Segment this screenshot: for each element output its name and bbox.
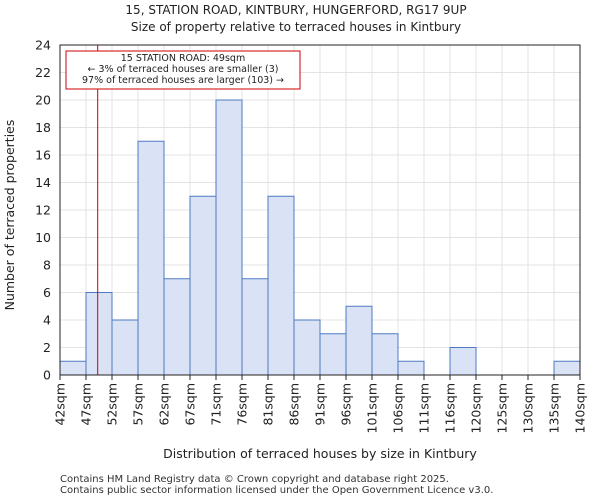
- y-tick-label: 20: [35, 93, 51, 108]
- bar-47sqm: [85, 292, 113, 376]
- plot-frame: [59, 44, 581, 376]
- x-ticks: 42sqm 47sqm 52sqm 57sqm 62sqm 67sqm 71sqm 76sqm…: [53, 375, 588, 433]
- x-tick-label: 140sqm: [573, 383, 588, 433]
- bar-101sqm: [371, 333, 399, 376]
- x-tick-label: 130sqm: [521, 383, 536, 433]
- bar-96sqm: [345, 305, 373, 376]
- footer-licence: Contains public sector information licen…: [60, 485, 494, 496]
- annotation-smaller: ← 3% of terraced houses are smaller (3): [88, 64, 279, 75]
- bar-91sqm: [319, 333, 347, 376]
- x-tick-label: 47sqm: [79, 383, 94, 426]
- x-tick-label: 52sqm: [105, 383, 120, 426]
- x-tick-label: 101sqm: [365, 383, 380, 433]
- bar-106sqm: [397, 360, 425, 376]
- y-tick-label: 4: [43, 313, 51, 328]
- x-tick-label: 67sqm: [183, 383, 198, 426]
- bar-116sqm: [449, 347, 477, 376]
- y-tick-label: 6: [43, 285, 51, 300]
- x-tick-label: 76sqm: [235, 383, 250, 426]
- bar-135sqm: [553, 360, 581, 376]
- y-tick-label: 18: [35, 120, 51, 135]
- x-tick-label: 71sqm: [209, 383, 224, 426]
- bar-86sqm: [293, 319, 321, 376]
- y-tick-label: 24: [35, 38, 51, 53]
- annotation-larger: 97% of terraced houses are larger (103) …: [82, 75, 284, 86]
- x-tick-label: 106sqm: [391, 383, 406, 433]
- x-tick-label: 81sqm: [261, 383, 276, 426]
- y-tick-label: 22: [35, 65, 51, 80]
- bar-71sqm: [215, 99, 243, 376]
- x-tick-label: 91sqm: [313, 383, 328, 426]
- bar-62sqm: [163, 278, 191, 376]
- x-tick-label: 86sqm: [287, 383, 302, 426]
- annotation-box: [65, 50, 301, 90]
- bar-76sqm: [241, 278, 269, 376]
- annotation-title: 15 STATION ROAD: 49sqm: [121, 53, 245, 64]
- x-tick-label: 116sqm: [443, 383, 458, 433]
- x-tick-label: 62sqm: [157, 383, 172, 426]
- bar-81sqm: [267, 195, 295, 376]
- y-tick-label: 12: [35, 203, 51, 218]
- x-axis-label: Distribution of terraced houses by size …: [163, 446, 477, 461]
- x-tick-label: 57sqm: [131, 383, 146, 426]
- y-tick-label: 2: [43, 340, 51, 355]
- bar-57sqm: [137, 140, 165, 376]
- bars: [59, 99, 581, 376]
- x-tick-label: 42sqm: [53, 383, 68, 426]
- chart-subtitle: Size of property relative to terraced ho…: [131, 20, 461, 34]
- y-axis-label: Number of terraced properties: [2, 120, 17, 311]
- x-tick-label: 96sqm: [339, 383, 354, 426]
- bar-52sqm: [111, 319, 139, 376]
- bar-67sqm: [189, 195, 217, 376]
- y-tick-label: 16: [35, 148, 51, 163]
- x-tick-label: 111sqm: [417, 383, 432, 433]
- chart-title: 15, STATION ROAD, KINTBURY, HUNGERFORD, …: [125, 3, 466, 17]
- x-tick-label: 135sqm: [547, 383, 562, 433]
- footer-copyright: Contains HM Land Registry data © Crown c…: [60, 474, 449, 485]
- x-tick-label: 120sqm: [469, 383, 484, 433]
- x-tick-label: 125sqm: [495, 383, 510, 433]
- y-tick-label: 0: [43, 368, 51, 383]
- y-tick-label: 14: [35, 175, 51, 190]
- y-tick-label: 8: [43, 258, 51, 273]
- bar-42sqm: [59, 360, 87, 376]
- y-tick-label: 10: [35, 230, 51, 245]
